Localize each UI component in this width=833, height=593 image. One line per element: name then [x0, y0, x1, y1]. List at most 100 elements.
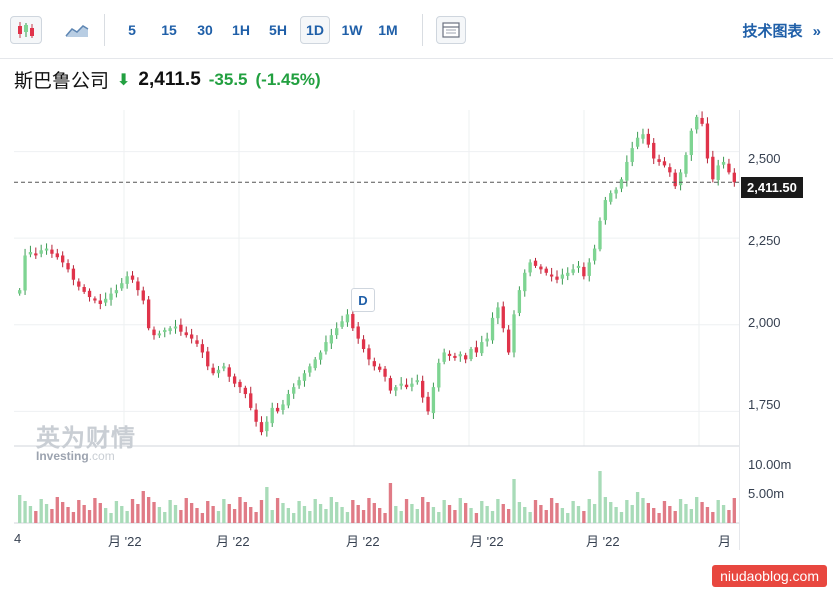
candle-body: [200, 344, 205, 353]
volume-bar: [238, 497, 242, 523]
volume-bar: [141, 491, 145, 523]
volume-bar: [388, 483, 393, 523]
candle-body: [82, 287, 86, 292]
volume-bar: [453, 510, 457, 523]
candlestick-icon[interactable]: [10, 16, 42, 44]
candle-body: [356, 326, 360, 339]
volume-bar: [168, 500, 172, 523]
volume-bar: [625, 500, 629, 523]
volume-bar: [249, 507, 253, 523]
candle-body: [539, 266, 543, 270]
source-watermark: niudaoblog.com: [712, 565, 827, 587]
candle-body: [345, 314, 350, 323]
volume-bar: [345, 512, 350, 523]
candle-body: [179, 324, 183, 332]
interval-5-button[interactable]: 5: [128, 22, 136, 38]
candle-body: [206, 351, 210, 367]
volume-bar: [630, 505, 634, 523]
candle-body: [243, 387, 248, 395]
volume-bar: [480, 501, 484, 523]
volume-bar: [265, 487, 269, 523]
interval-15-button[interactable]: 15: [161, 22, 177, 38]
candle-body: [474, 347, 479, 353]
area-chart-icon[interactable]: [62, 16, 92, 44]
interval-1h-button[interactable]: 1H: [232, 22, 250, 38]
candle-body: [614, 189, 618, 194]
candle-body: [23, 255, 27, 291]
candle-body: [168, 328, 172, 331]
volume-bar: [657, 513, 661, 523]
candle-body: [410, 383, 414, 387]
volume-bar: [216, 511, 221, 523]
volume-bar: [711, 512, 715, 523]
volume-bar: [173, 505, 178, 523]
volume-bar: [163, 512, 167, 523]
candle-body: [211, 367, 215, 374]
instrument-name: 斯巴鲁公司: [14, 71, 110, 92]
volume-bar: [184, 498, 188, 523]
candle-body: [517, 290, 522, 313]
candle-body: [378, 366, 382, 370]
volume-bar: [308, 511, 312, 523]
candle-body: [652, 142, 656, 159]
volume-bar: [23, 501, 27, 523]
candle-body: [44, 248, 49, 251]
volume-bar: [571, 501, 575, 523]
volume-bar: [442, 500, 446, 523]
candle-body: [152, 329, 156, 336]
volume-bar: [485, 506, 489, 523]
candle-body: [189, 334, 194, 339]
volume-bar: [189, 503, 194, 523]
volume-bar: [324, 509, 328, 523]
interval-5h-button[interactable]: 5H: [269, 22, 287, 38]
interval-1w-button[interactable]: 1W: [341, 22, 363, 38]
candle-body: [485, 338, 489, 342]
layout-icon[interactable]: [436, 16, 466, 44]
candle-body: [297, 380, 301, 386]
candle-body: [431, 387, 436, 414]
dividend-marker[interactable]: D: [351, 288, 375, 312]
volume-bar: [383, 513, 387, 523]
volume-bar: [592, 504, 597, 523]
volume-bar: [281, 503, 285, 523]
volume-bar: [684, 504, 688, 523]
candle-body: [130, 275, 135, 280]
candle-body: [689, 130, 693, 156]
candle-body: [576, 265, 581, 268]
candle-body: [34, 253, 38, 256]
candle-body: [109, 293, 113, 300]
candle-body: [227, 367, 231, 377]
candle-body: [367, 348, 371, 360]
volume-bar: [490, 511, 495, 523]
candle-body: [549, 274, 554, 277]
y-axis-label: 1,750: [748, 397, 781, 412]
volume-bar: [297, 501, 301, 523]
candle-body: [609, 193, 613, 202]
candle-body: [216, 369, 221, 374]
volume-bar: [716, 500, 720, 523]
candle-body: [184, 332, 188, 336]
price-change: -35.5: [208, 69, 248, 89]
candle-body: [641, 134, 645, 139]
x-axis-label: 4: [14, 531, 22, 546]
candle-body: [136, 281, 140, 291]
interval-1d-button[interactable]: 1D: [300, 16, 330, 44]
volume-bar: [227, 504, 231, 523]
chart-toolbar: 5 15 30 1H 5H 1D 1W 1M 技术图表 »: [0, 0, 833, 59]
volume-bar: [200, 513, 205, 523]
interval-1m-button[interactable]: 1M: [378, 22, 398, 38]
volume-bar: [678, 499, 683, 523]
volume-bar: [512, 479, 516, 523]
toolbar-separator: [422, 14, 423, 46]
technical-chart-link[interactable]: 技术图表 »: [742, 20, 821, 41]
volume-bar: [103, 508, 108, 523]
price-chart[interactable]: [14, 110, 740, 550]
interval-30-button[interactable]: 30: [197, 22, 213, 38]
candle-body: [415, 380, 419, 383]
candle-body: [463, 355, 468, 360]
volume-bar: [399, 511, 403, 523]
volume-bar: [378, 508, 382, 523]
volume-bar: [195, 508, 199, 523]
candle-body: [490, 317, 495, 341]
volume-bar: [705, 507, 710, 523]
